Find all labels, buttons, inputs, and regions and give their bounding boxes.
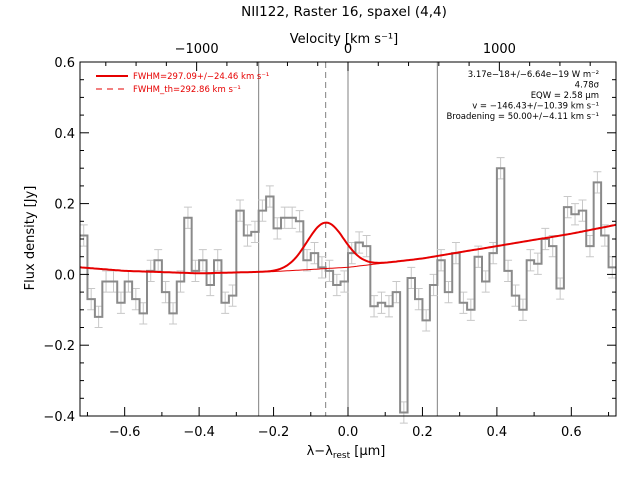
- spectrum-line: [80, 167, 616, 414]
- top-tick-label-2: 1000: [483, 42, 516, 57]
- annotation-4: Broadening = 50.00+/−4.11 km s⁻¹: [446, 112, 599, 122]
- x-tick-label-3: 0.0: [338, 425, 359, 440]
- y-tick-label-4: 0.4: [54, 127, 75, 142]
- x-tick-label-0: −0.6: [109, 425, 141, 440]
- x-axis-label-sub: rest: [333, 451, 351, 461]
- spectrum-series: [80, 167, 616, 414]
- annotation-1: 4.78σ: [575, 81, 600, 91]
- chart-title: NII122, Raster 16, spaxel (4,4): [241, 4, 447, 20]
- top-tick-label-1: 0: [344, 42, 352, 57]
- annotation-2: EQW = 2.58 μm: [531, 91, 599, 101]
- y-tick-label-2: 0.0: [54, 268, 75, 283]
- annotation-3: v = −146.43+/−10.39 km s⁻¹: [472, 102, 599, 112]
- x-tick-label-6: 0.6: [561, 425, 582, 440]
- x-axis-label-unit: [μm]: [350, 444, 385, 459]
- top-axis-label: Velocity [km s⁻¹]: [290, 32, 398, 47]
- fit-series: [79, 221, 617, 275]
- y-tick-label-3: 0.2: [54, 198, 75, 213]
- x-tick-label-2: −0.2: [258, 425, 290, 440]
- y-tick-label-0: −0.4: [43, 410, 75, 425]
- x-tick-label-4: 0.2: [412, 425, 433, 440]
- x-axis-label-main: λ−λ: [307, 444, 334, 459]
- gaussian-fit-line: [79, 221, 617, 275]
- legend-label-0: FWHM=297.09+/−24.46 km s⁻¹: [133, 72, 269, 82]
- reference-lines: [258, 62, 438, 416]
- y-axis-label: Flux density [Jy]: [23, 186, 38, 291]
- y-tick-label-5: 0.6: [54, 56, 75, 71]
- x-tick-label-5: 0.4: [487, 425, 508, 440]
- axes: −0.6 −0.4 −0.2 0.0 0.2 0.4 0.6 −1000 0 1000 −0.4 −0…: [43, 42, 617, 440]
- x-tick-label-1: −0.4: [183, 425, 215, 440]
- top-tick-label-0: −1000: [175, 42, 219, 57]
- legend: FWHM=297.09+/−24.46 km s⁻¹ FWHM_th=292.86…: [96, 72, 269, 95]
- x-axis-label: λ−λrest [μm]: [307, 444, 386, 461]
- legend-label-1: FWHM_th=292.86 km s⁻¹: [133, 85, 241, 95]
- annotation-0: 3.17e−18+/−6.64e−19 W m⁻²: [468, 70, 599, 80]
- y-tick-label-1: −0.2: [43, 339, 75, 354]
